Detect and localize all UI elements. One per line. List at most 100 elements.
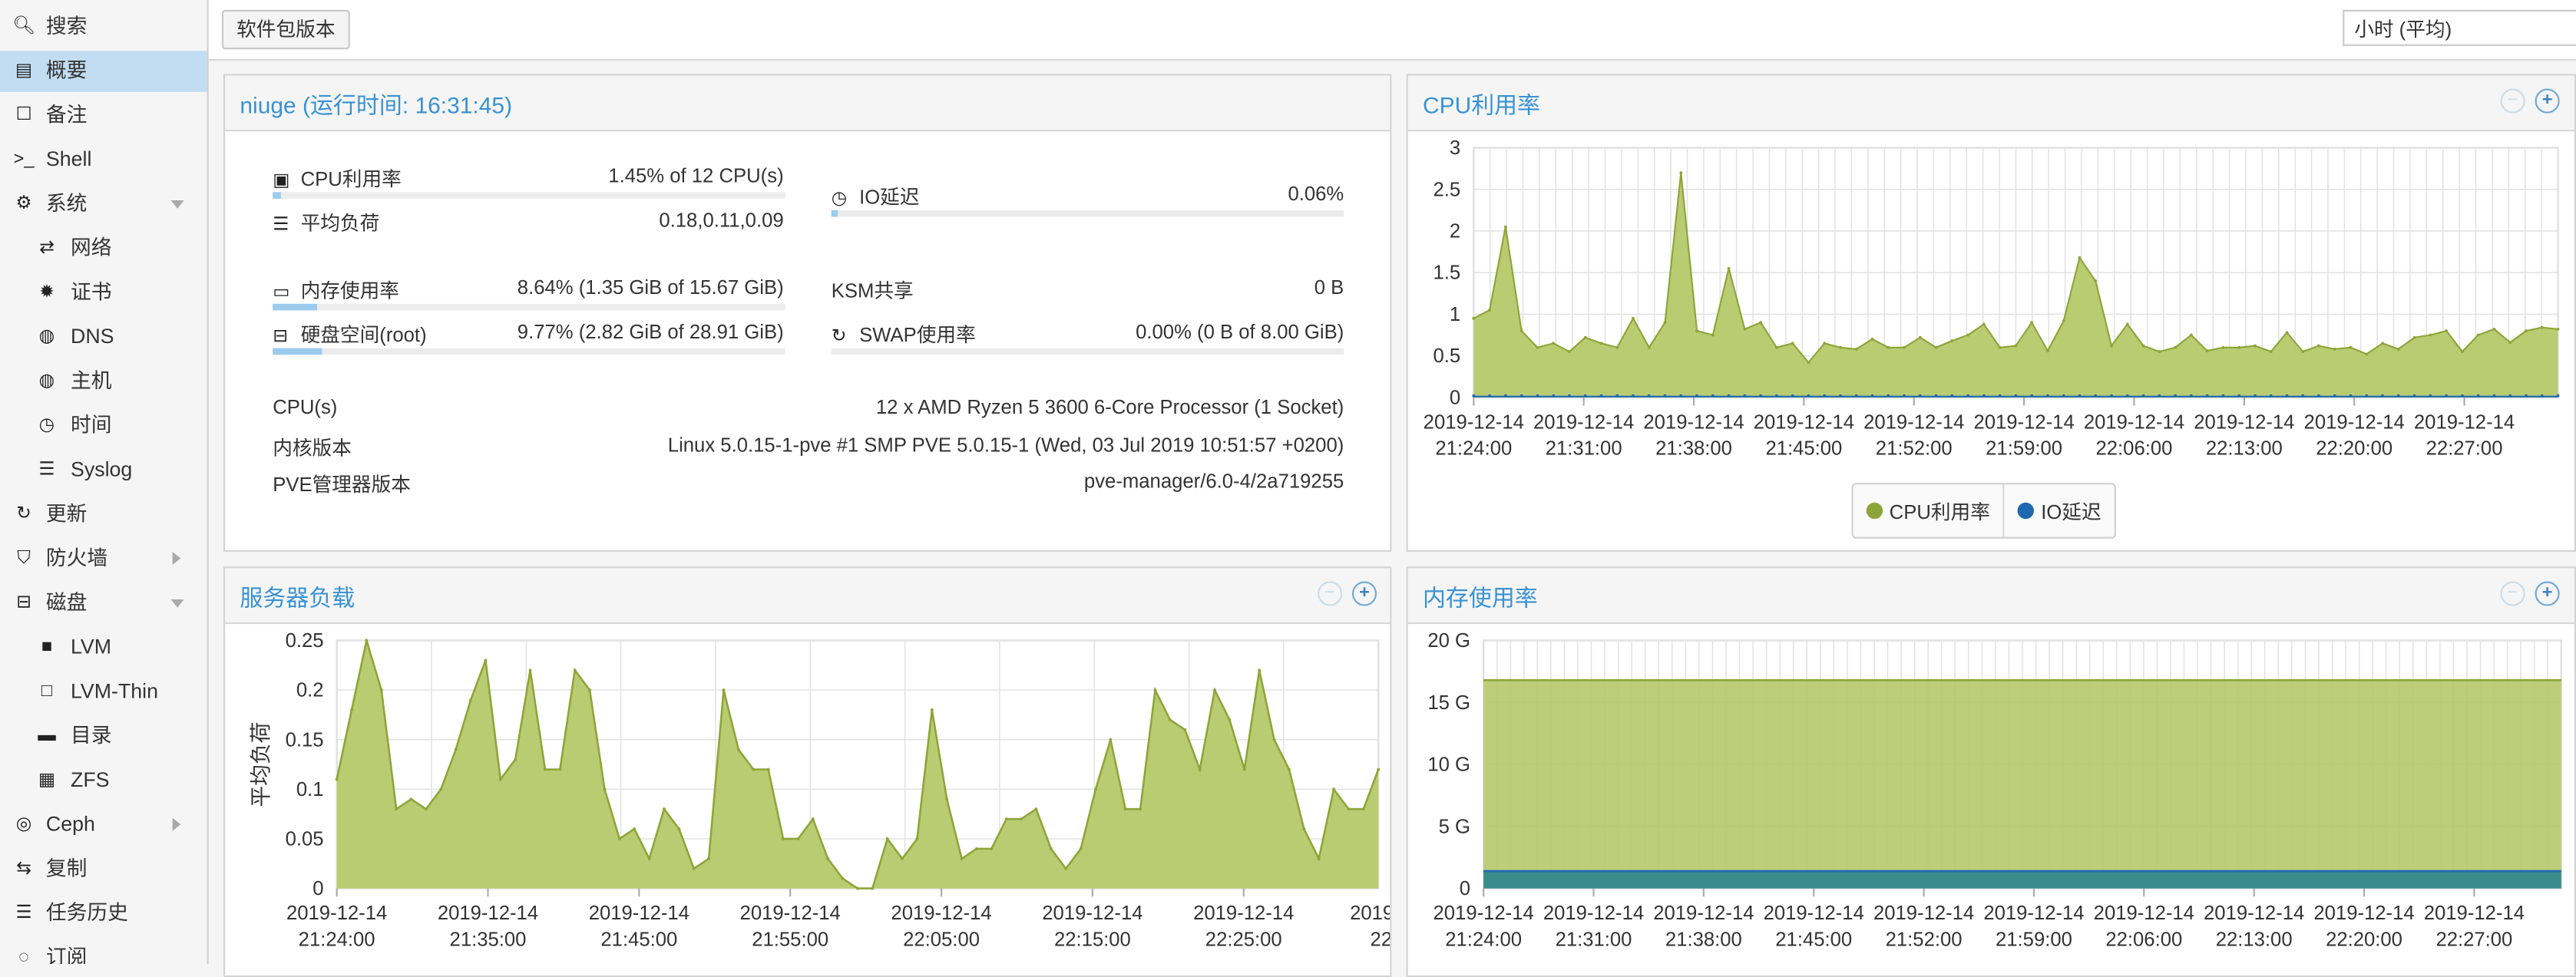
chevron-down-icon[interactable] <box>170 200 184 209</box>
chevron-right-icon[interactable] <box>172 817 181 831</box>
zoom-undo-icon[interactable]: − <box>1318 581 1343 606</box>
sidebar-item[interactable]: ⛉ 防火墙 <box>0 539 207 579</box>
sidebar-item[interactable]: ☐ 备注 <box>0 95 207 136</box>
chevron-down-icon[interactable] <box>170 599 184 608</box>
data-point <box>1887 394 1890 398</box>
legend-item-io[interactable]: IO延迟 <box>2005 484 2115 536</box>
sidebar-item[interactable]: □ LVM-Thin <box>0 672 207 712</box>
data-point <box>2429 394 2432 398</box>
data-point <box>1807 394 1810 398</box>
x-tick-label: 2019-12-14 <box>740 903 841 924</box>
sidebar-item[interactable]: ▤ 概要 <box>0 51 207 92</box>
panel-title: 服务器负载 <box>240 584 355 611</box>
x-tick-label: 22:06:00 <box>2096 438 2173 460</box>
package-versions-button[interactable]: 软件包版本 <box>221 9 350 50</box>
cpu-usage-chart: 3 2.5 2 1.5 1 0.5 0 2019-12-14 21:24:00 2019-12-1… <box>1424 137 2560 460</box>
data-point <box>1982 322 1986 326</box>
data-point <box>1774 394 1778 398</box>
sidebar-item[interactable]: ◍ DNS <box>0 317 207 358</box>
zoom-add-icon[interactable]: + <box>2535 88 2560 114</box>
data-point <box>2285 331 2289 335</box>
memory-total-area <box>1483 680 2561 889</box>
sidebar-item[interactable]: ☰ 任务历史 <box>0 893 207 934</box>
zoom-add-icon[interactable]: + <box>1351 581 1377 606</box>
sidebar-item[interactable]: ▦ ZFS <box>0 761 207 801</box>
sidebar-item[interactable]: ⊟ 磁盘 <box>0 583 207 624</box>
data-point <box>2445 394 2449 398</box>
io-delay-bar <box>831 210 1344 217</box>
data-point <box>1519 394 1523 398</box>
data-point <box>2492 394 2496 398</box>
x-tick-label: 2019-12-14 <box>2414 411 2515 433</box>
cpu-series-swatch <box>1866 502 1883 520</box>
sidebar-item[interactable]: ⇄ 网络 <box>0 228 207 269</box>
data-point <box>2110 344 2113 348</box>
memory-usage-bar <box>273 303 785 311</box>
x-tick-label: 21:38:00 <box>1665 929 1742 950</box>
panel-title: niuge (运行时间: 16:31:45) <box>240 91 513 119</box>
sidebar-item[interactable]: >_ Shell <box>0 140 207 180</box>
x-tick-label: 22:05:00 <box>903 929 980 950</box>
data-point <box>544 767 547 771</box>
data-point <box>1034 807 1038 811</box>
square-icon: ■ <box>41 637 53 657</box>
x-tick-label: 21:31:00 <box>1546 438 1622 460</box>
sidebar-item-label: 证书 <box>71 280 112 304</box>
data-point <box>2078 256 2082 259</box>
data-point <box>1679 171 1683 175</box>
data-point <box>1472 316 1476 320</box>
sidebar-item[interactable]: ↻ 更新 <box>0 494 207 535</box>
data-point <box>1109 738 1113 741</box>
sidebar-item[interactable]: 🔍︎ 搜索 <box>0 7 207 48</box>
legend-item-cpu[interactable]: CPU利用率 <box>1853 484 2006 537</box>
sidebar-item[interactable]: ⚙ 系统 <box>0 184 207 225</box>
panel-header: CPU利用率 − + <box>1407 75 2574 132</box>
x-tick-label: 2019-12-14 <box>2424 903 2525 924</box>
data-point <box>647 857 651 860</box>
y-axis-label: 平均负荷 <box>249 721 273 807</box>
x-tick-label: 2019-12-14 <box>891 903 991 924</box>
sidebar-item[interactable]: ◷ 时间 <box>0 406 207 447</box>
root-disk-label: ⊟ 硬盘空间(root) <box>273 323 427 347</box>
sidebar-item[interactable]: ▬ 目录 <box>0 716 207 757</box>
x-tick-label: 2019-12-14 <box>1533 411 1634 433</box>
clock-icon: ◷ <box>831 189 848 209</box>
zoom-undo-icon[interactable]: − <box>2500 581 2525 606</box>
sidebar-item[interactable]: ◎ Ceph <box>0 804 207 845</box>
data-point <box>2445 329 2449 333</box>
sidebar-item[interactable]: ◌ 订阅 <box>0 938 207 964</box>
data-point <box>1647 345 1651 349</box>
sidebar-item[interactable]: ◍ 主机 <box>0 361 207 402</box>
y-tick-label: 0 <box>1460 878 1470 899</box>
sidebar-item[interactable]: ⇆ 复制 <box>0 849 207 890</box>
sidebar-item[interactable]: ✹ 证书 <box>0 272 207 313</box>
zoom-add-icon[interactable]: + <box>2535 581 2560 606</box>
x-tick-label: 22:25:00 <box>1205 929 1282 950</box>
zoom-undo-icon[interactable]: − <box>2500 88 2525 114</box>
y-tick-label: 10 G <box>1427 754 1470 776</box>
x-tick-label: 2019-12-14 <box>286 903 387 924</box>
x-tick-label: 2019-12-14 <box>438 903 538 924</box>
x-tick-label: 2019-12-14 <box>1042 903 1143 924</box>
x-tick-label: 21:59:00 <box>1986 438 2062 460</box>
io-delay-label: ◷ IO延迟 <box>831 185 920 209</box>
data-point <box>1695 329 1698 333</box>
refresh-icon: ↻ <box>831 326 847 347</box>
y-tick-label: 2.5 <box>1433 179 1461 200</box>
data-point <box>1317 857 1321 860</box>
kernel-version-value: Linux 5.0.15-1-pve #1 SMP PVE 5.0.15-1 (… <box>667 433 1344 457</box>
sidebar-item-label: 订阅 <box>45 946 88 965</box>
data-point <box>1774 345 1778 349</box>
sidebar-item[interactable]: ☰ Syslog <box>0 450 207 490</box>
data-point <box>1242 767 1246 771</box>
sidebar-item[interactable]: ■ LVM <box>0 627 207 668</box>
data-point <box>2285 394 2289 398</box>
data-point <box>1615 345 1619 349</box>
timeframe-select[interactable]: 小时 (平均) <box>2343 9 2576 46</box>
data-point <box>633 827 637 830</box>
data-point <box>826 857 830 860</box>
sidebar-item-label: 磁盘 <box>45 591 88 615</box>
chevron-right-icon[interactable] <box>172 551 181 566</box>
data-point <box>1020 817 1023 821</box>
data-point <box>975 847 978 850</box>
